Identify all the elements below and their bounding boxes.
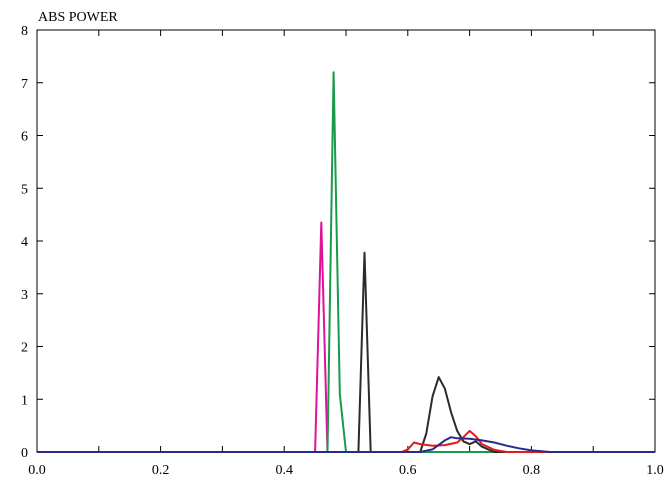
series-lines bbox=[37, 71, 655, 453]
x-tick-label: 1.0 bbox=[646, 463, 664, 478]
series-line-2 bbox=[37, 71, 655, 453]
series-line-5 bbox=[37, 436, 655, 453]
plot-frame bbox=[36, 29, 656, 453]
y-tick-label: 6 bbox=[21, 130, 28, 145]
x-tick-label: 0.8 bbox=[523, 463, 541, 478]
x-tick-label: 0.2 bbox=[152, 463, 170, 478]
y-tick-label: 4 bbox=[21, 235, 28, 250]
y-tick-label: 8 bbox=[21, 24, 28, 39]
series-line-1 bbox=[37, 221, 655, 453]
y-tick-label: 5 bbox=[21, 182, 28, 197]
y-tick-label: 3 bbox=[21, 288, 28, 303]
x-tick-labels: 0.0 0.2 0.4 0.6 0.8 1.0 bbox=[28, 463, 664, 478]
y-tick-label: 0 bbox=[21, 446, 28, 461]
chart-title: ABS POWER bbox=[38, 10, 118, 25]
series-line-3 bbox=[37, 251, 655, 453]
y-tick-labels: 0 1 2 3 4 5 6 7 8 bbox=[21, 24, 28, 461]
x-tick-label: 0.0 bbox=[28, 463, 46, 478]
x-tick-label: 0.4 bbox=[275, 463, 293, 478]
axis-ticks bbox=[36, 29, 656, 453]
y-tick-label: 2 bbox=[21, 341, 28, 356]
y-tick-label: 7 bbox=[21, 77, 28, 92]
y-tick-label: 1 bbox=[21, 393, 28, 408]
x-tick-label: 0.6 bbox=[399, 463, 417, 478]
series-line-4 bbox=[37, 429, 655, 453]
